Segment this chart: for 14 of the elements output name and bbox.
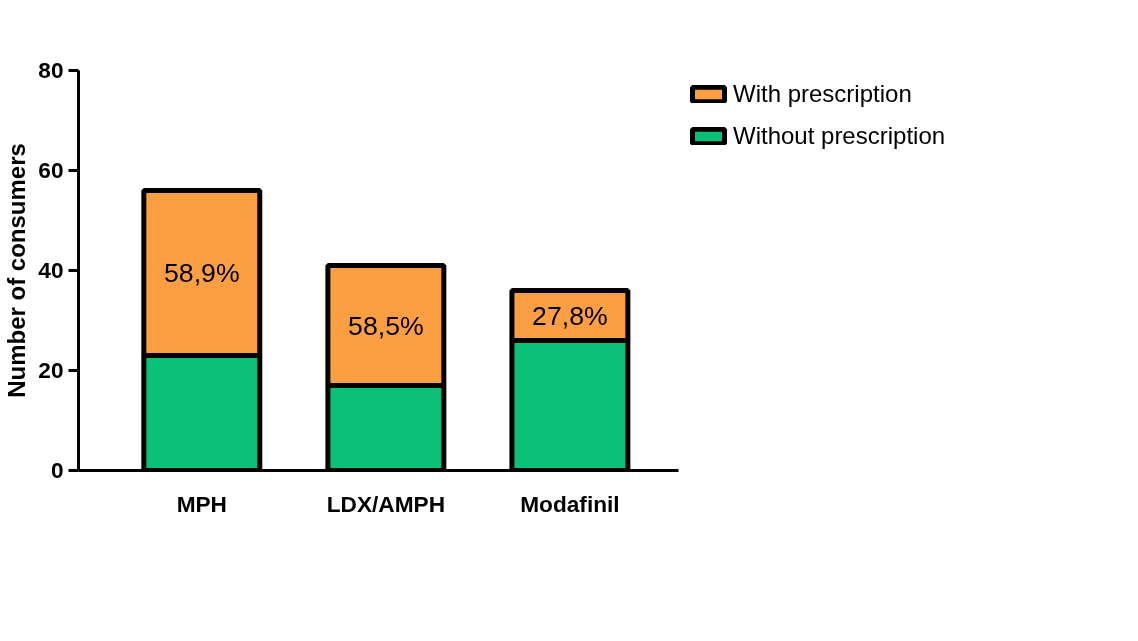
y-axis-title: Number of consumers [3, 143, 31, 398]
y-tick-label: 60 [38, 157, 64, 183]
y-tick-label: 40 [38, 257, 64, 283]
y-tick-label: 20 [38, 357, 64, 383]
legend-label: Without prescription [733, 122, 946, 150]
x-tick-label: LDX/AMPH [326, 490, 446, 517]
y-tick-label: 80 [38, 57, 64, 83]
legend-label: With prescription [733, 80, 912, 108]
annotation: 27,8% [532, 300, 608, 331]
annotation: 58,9% [164, 258, 240, 288]
annotation: 58,5% [348, 310, 424, 341]
y-tick-label: 0 [50, 457, 64, 483]
x-tick-label: Modafinil [520, 490, 620, 517]
x-tick-label: MPH [176, 490, 227, 517]
